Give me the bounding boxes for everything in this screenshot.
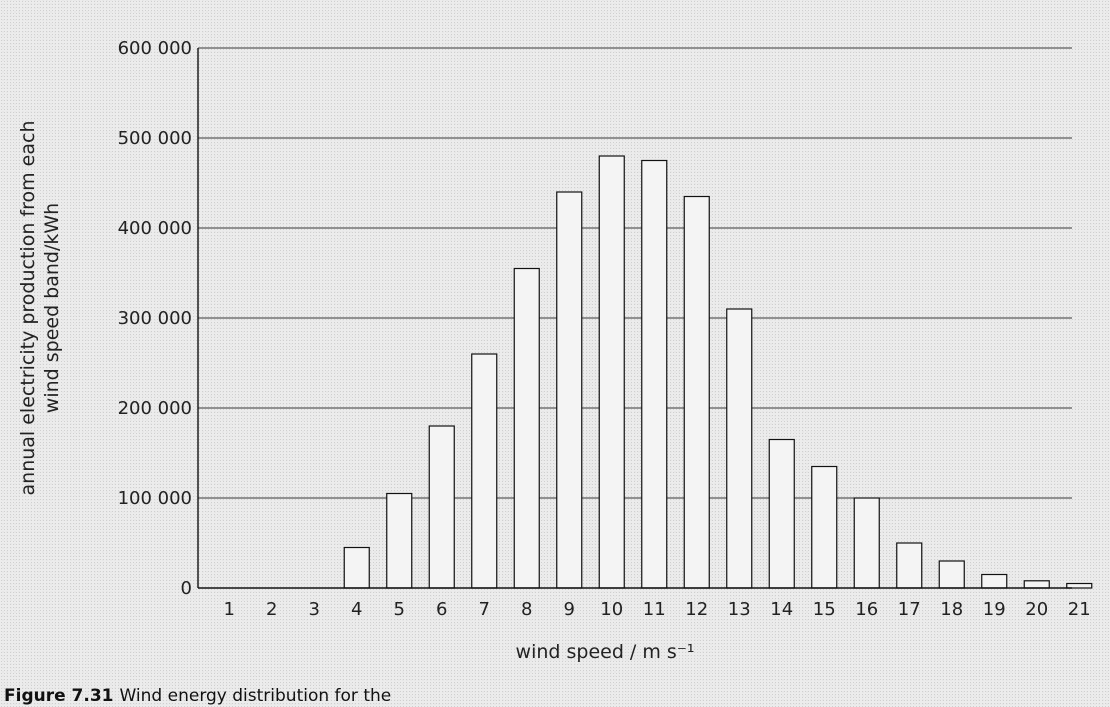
bar: [768, 438, 795, 589]
x-tick-label: 3: [309, 599, 320, 620]
x-axis-title: wind speed / m s⁻¹: [516, 641, 695, 663]
y-tick-label: 200 000: [118, 398, 192, 419]
bar: [896, 542, 923, 589]
x-tick-label: 14: [770, 599, 793, 620]
x-tick-label: 20: [1025, 599, 1048, 620]
y-tick-labels: 0 100 000 200 000 300 000 400 000 500 000 600 …: [118, 38, 192, 599]
x-tick-label: 21: [1068, 599, 1091, 620]
y-tick-label: 600 000: [118, 38, 192, 59]
x-tick-label: 10: [600, 599, 623, 620]
x-tick-label: 15: [813, 599, 836, 620]
bar: [513, 267, 540, 589]
x-tick-label: 1: [224, 599, 235, 620]
x-tick-label: 5: [394, 599, 405, 620]
bars: [343, 155, 1093, 589]
y-axis-title-line-1: annual electricity production from each: [17, 121, 39, 496]
x-tick-label: 6: [436, 599, 447, 620]
bar: [641, 159, 668, 589]
x-tick-label: 7: [479, 599, 490, 620]
bar: [386, 492, 413, 589]
bar: [853, 497, 880, 589]
x-tick-label: 8: [521, 599, 532, 620]
x-tick-label: 12: [685, 599, 708, 620]
x-tick-label: 19: [983, 599, 1006, 620]
y-tick-label: 100 000: [118, 488, 192, 509]
y-tick-label: 500 000: [118, 128, 192, 149]
x-tick-labels: 1 2 3 4 5 6 7 8 9 10 11 12 13 14 15 16 17 18 19 20 21: [224, 599, 1091, 620]
x-tick-label: 16: [855, 599, 878, 620]
x-tick-label: 11: [643, 599, 666, 620]
figure-caption-label: Figure 7.31: [4, 686, 114, 706]
bar: [1023, 580, 1050, 589]
x-tick-label: 17: [898, 599, 921, 620]
x-tick-label: 4: [351, 599, 362, 620]
x-tick-label: 2: [266, 599, 277, 620]
bar: [726, 308, 753, 589]
bar: [556, 191, 583, 589]
bar: [343, 546, 370, 589]
y-tick-label: 0: [181, 578, 192, 599]
y-tick-label: 400 000: [118, 218, 192, 239]
figure-caption-text: Wind energy distribution for the: [119, 686, 392, 706]
bar: [1066, 582, 1093, 589]
axes: [197, 48, 1072, 589]
bar: [683, 195, 710, 589]
bar: [598, 155, 625, 589]
bar: [938, 560, 965, 589]
x-tick-label: 18: [940, 599, 963, 620]
bar: [428, 425, 455, 589]
bar: [981, 573, 1008, 589]
bar: [471, 353, 498, 589]
y-axis-title-line-2: wind speed band/kWh: [41, 203, 63, 413]
x-tick-label: 9: [564, 599, 575, 620]
y-tick-label: 300 000: [118, 308, 192, 329]
figure-caption: Figure 7.31 Wind energy distribution for …: [4, 686, 391, 706]
x-tick-label: 13: [728, 599, 751, 620]
bar-chart: 0 100 000 200 000 300 000 400 000 500 000 600 …: [17, 38, 1093, 663]
gridlines: [198, 47, 1072, 499]
bar: [811, 465, 838, 589]
y-axis-title: annual electricity production from each …: [17, 121, 63, 496]
